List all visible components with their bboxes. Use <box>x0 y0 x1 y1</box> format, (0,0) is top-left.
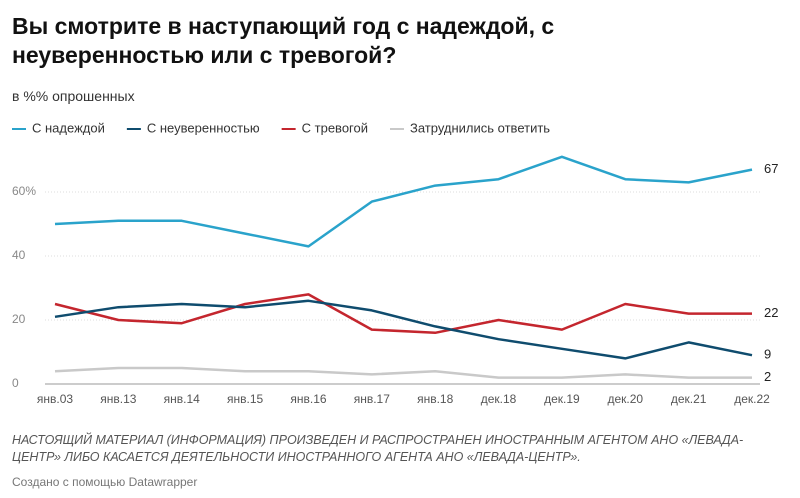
x-tick-label: дек.20 <box>607 392 643 406</box>
x-tick-label: дек.19 <box>544 392 580 406</box>
legend-label: С неуверенностью <box>147 120 260 135</box>
x-tick-label: янв.15 <box>227 392 264 406</box>
end-label: 2 <box>764 369 771 384</box>
series-line <box>54 155 753 248</box>
end-label: 9 <box>764 347 771 362</box>
x-tick-label: дек.21 <box>671 392 707 406</box>
end-label: 67 <box>764 161 778 176</box>
y-tick-label: 20 <box>12 312 26 326</box>
y-tick-label: 0 <box>12 376 19 390</box>
y-tick-label: 40 <box>12 248 26 262</box>
x-tick-label: янв.16 <box>290 392 327 406</box>
x-tick-label: янв.13 <box>100 392 137 406</box>
credit: Создано с помощью Datawrapper <box>12 475 198 489</box>
y-tick-label: 60% <box>12 184 36 198</box>
legend-label: С тревогой <box>302 120 368 135</box>
series-line <box>54 293 752 335</box>
legend-label: С надеждой <box>32 120 105 135</box>
x-tick-label: янв.18 <box>417 392 454 406</box>
chart-title: Вы смотрите в наступающий год с надеждой… <box>12 13 555 68</box>
legend-label: Затруднились ответить <box>410 120 550 135</box>
x-tick-label: янв.03 <box>37 392 74 406</box>
x-tick-label: янв.14 <box>164 392 201 406</box>
x-tick-label: дек.18 <box>481 392 517 406</box>
series-line <box>54 299 753 360</box>
end-label: 22 <box>764 305 778 320</box>
subtitle: в %% опрошенных <box>12 88 135 104</box>
x-tick-label: дек.22 <box>734 392 770 406</box>
x-tick-label: янв.17 <box>354 392 391 406</box>
note: НАСТОЯЩИЙ МАТЕРИАЛ (ИНФОРМАЦИЯ) ПРОИЗВЕД… <box>12 433 744 464</box>
series-line <box>54 366 752 379</box>
